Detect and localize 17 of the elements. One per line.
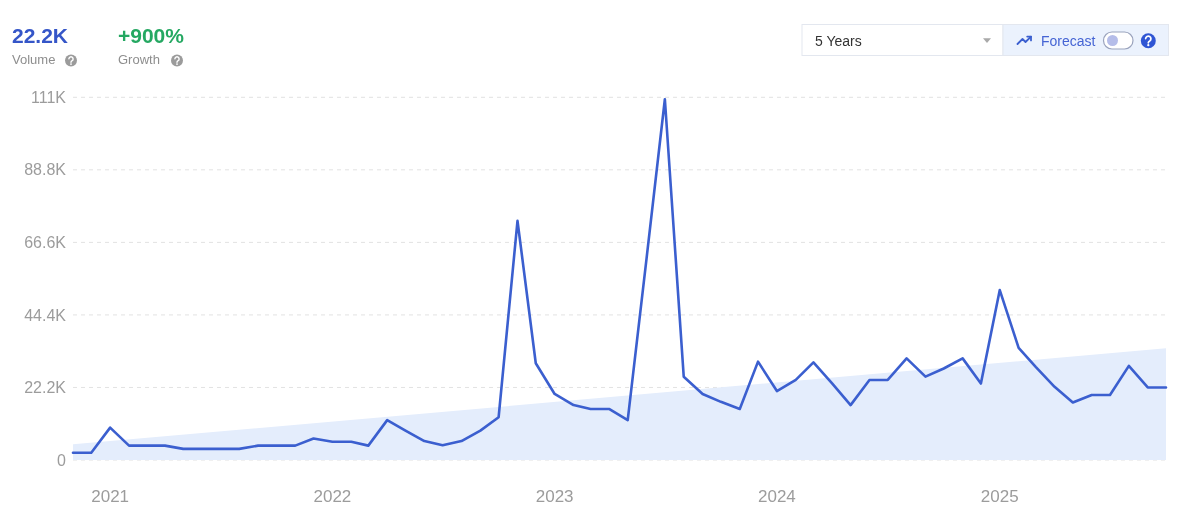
y-tick-label: 111K xyxy=(31,88,67,106)
text: Volume xyxy=(12,52,56,67)
y-tick-label: 88.8K xyxy=(24,161,67,179)
text: 5 Years xyxy=(815,33,862,49)
line-series xyxy=(71,97,1168,455)
text: Growth xyxy=(118,52,160,67)
x-tick-label: 2023 xyxy=(535,487,574,506)
y-tick-label: 22.2K xyxy=(24,379,67,397)
x-tick-label: 2025 xyxy=(980,487,1019,506)
x-tick-label: 2022 xyxy=(313,487,352,506)
text: +900% xyxy=(118,24,185,47)
y-tick-label: 66.6K xyxy=(24,233,67,251)
y-tick-label: 0 xyxy=(57,451,67,469)
text: Forecast xyxy=(1041,33,1096,49)
x-tick-label: 2021 xyxy=(91,487,130,506)
y-tick-label: 44.4K xyxy=(24,306,67,324)
x-tick-label: 2024 xyxy=(757,487,796,506)
